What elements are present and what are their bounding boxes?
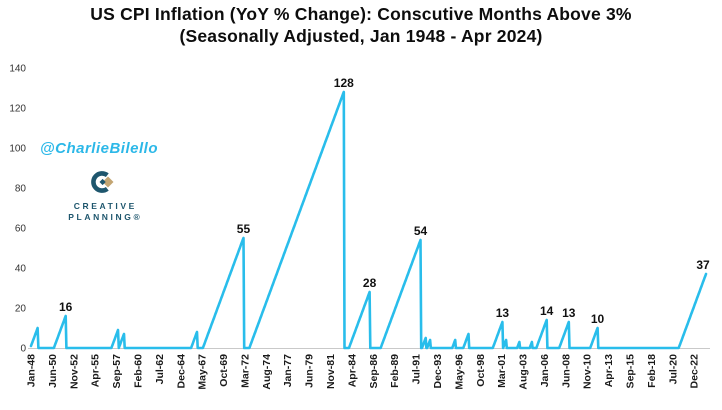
x-tick-label: Apr-55 (90, 354, 102, 387)
twitter-handle-watermark: @CharlieBilello (40, 140, 158, 157)
creative-planning-logo-icon (91, 171, 114, 193)
x-tick-label: Aug-74 (261, 354, 273, 390)
x-tick-label: Nov-10 (582, 354, 594, 389)
y-tick-label: 0 (20, 344, 26, 355)
x-tick-label: Mar-01 (496, 354, 508, 388)
y-tick-label: 80 (15, 184, 27, 195)
x-tick-label: Dec-64 (175, 354, 187, 389)
x-tick-label: Jan-77 (282, 354, 294, 387)
peak-value-label: 13 (562, 306, 576, 320)
peak-value-label: 55 (237, 222, 251, 236)
x-tick-label: Sep-15 (625, 354, 637, 389)
x-tick-label: Sep-86 (368, 354, 380, 389)
x-tick-label: Apr-13 (603, 354, 615, 387)
x-tick-label: Nov-52 (68, 354, 80, 389)
peak-value-label: 37 (696, 258, 710, 272)
y-tick-label: 100 (9, 144, 26, 155)
peak-value-label: 128 (334, 76, 354, 90)
peak-value-label: 54 (414, 224, 428, 238)
x-tick-label: Feb-18 (646, 354, 658, 388)
x-tick-label: May-96 (453, 354, 465, 390)
x-tick-label: Nov-81 (325, 354, 337, 389)
x-tick-label: Aug-03 (518, 354, 530, 390)
x-tick-label: Jul-20 (667, 354, 679, 385)
peak-value-label: 10 (591, 312, 605, 326)
peak-value-label: 14 (540, 304, 554, 318)
x-tick-label: Jul-62 (154, 354, 166, 385)
logo-text-creative: CREATIVE (73, 201, 137, 211)
y-tick-label: 120 (9, 104, 26, 115)
logo-text-planning: PLANNING® (68, 211, 143, 222)
peak-value-label: 28 (363, 276, 377, 290)
logo-navy-diamond (99, 178, 106, 186)
chart-title: US CPI Inflation (YoY % Change): Conscut… (0, 3, 722, 47)
y-tick-label: 40 (15, 264, 27, 275)
peak-value-label: 13 (496, 306, 510, 320)
x-tick-label: Oct-98 (475, 354, 487, 387)
peak-value-label: 16 (59, 300, 73, 314)
x-tick-label: Feb-60 (132, 354, 144, 388)
x-tick-label: Jul-91 (411, 354, 423, 385)
x-tick-label: Apr-84 (346, 354, 358, 387)
x-tick-label: May-67 (197, 354, 209, 390)
x-tick-label: Jan-06 (539, 354, 551, 387)
x-tick-label: Jun-50 (47, 354, 59, 388)
y-tick-label: 140 (9, 64, 26, 75)
x-tick-label: Oct-69 (218, 354, 230, 387)
x-tick-label: Jun-79 (304, 354, 316, 388)
x-tick-label: Dec-93 (432, 354, 444, 389)
creative-planning-logo: CREATIVE PLANNING® (60, 169, 148, 222)
y-tick-label: 20 (15, 304, 27, 315)
x-tick-label: Feb-89 (389, 354, 401, 388)
y-tick-label: 60 (15, 224, 27, 235)
x-tick-label: Dec-22 (689, 354, 701, 389)
x-tick-label: Jan-48 (26, 354, 38, 387)
chart-title-line2: (Seasonally Adjusted, Jan 1948 - Apr 202… (179, 26, 543, 46)
x-tick-label: Sep-57 (111, 354, 123, 389)
x-tick-label: Mar-72 (239, 354, 251, 388)
cpi-streak-line (29, 90, 708, 350)
chart-title-line1: US CPI Inflation (YoY % Change): Conscut… (90, 4, 632, 24)
x-tick-label: Jun-08 (560, 354, 572, 388)
